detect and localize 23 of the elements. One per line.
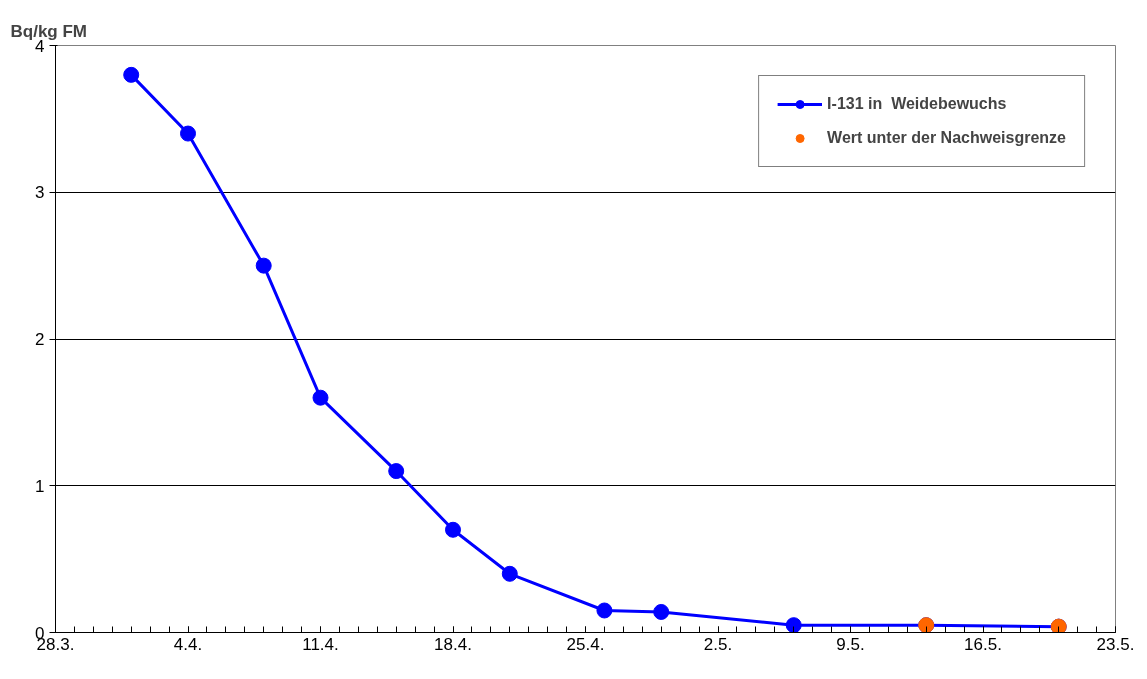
point [445, 521, 461, 538]
x-tick-label: 11.4. [302, 634, 339, 654]
point [255, 257, 272, 274]
x-tick-label: 25.4. [566, 634, 605, 654]
y-tick-label: 2 [35, 330, 45, 349]
x-tick-label: 23.5. [1096, 634, 1135, 654]
x-tick-label: 2.5. [703, 634, 733, 654]
point [123, 66, 140, 83]
y-tick-label: 3 [35, 183, 45, 203]
point [388, 463, 405, 480]
point [312, 389, 329, 406]
x-tick-label: 9.5. [836, 634, 865, 654]
point [653, 603, 670, 620]
y-tick-label: 1 [35, 476, 45, 496]
legend-label: Wert unter der Nachweisgrenze [827, 129, 1066, 147]
point [501, 565, 518, 582]
point [180, 125, 196, 142]
legend-label: I-131 in Weidebewuchs [827, 95, 1007, 113]
point [785, 617, 802, 633]
x-tick-label: 16.5. [964, 634, 1002, 654]
x-tick-label: 4.4. [173, 634, 203, 654]
point [596, 602, 613, 619]
x-tick-label: 18.4. [434, 634, 472, 654]
